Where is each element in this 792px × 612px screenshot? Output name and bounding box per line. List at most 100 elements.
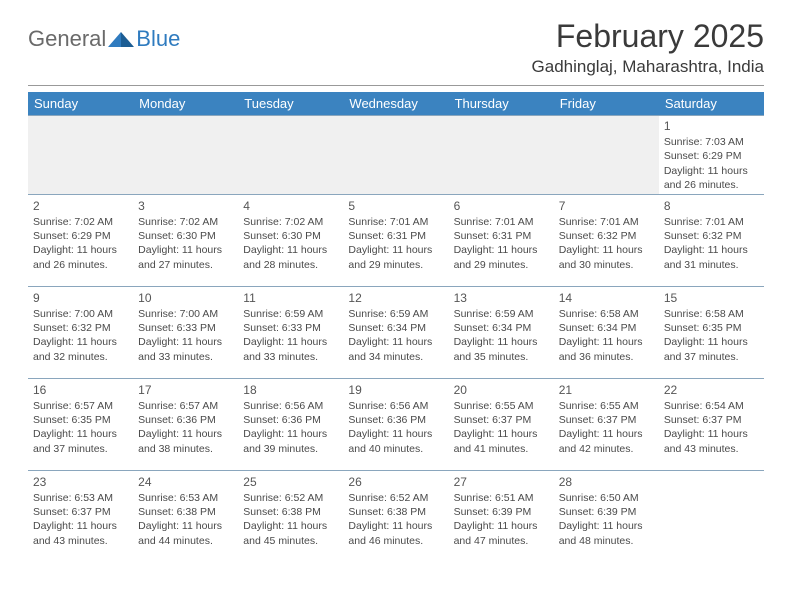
sunrise-line: Sunrise: 6:53 AM: [33, 491, 128, 505]
day-number: 12: [348, 290, 443, 306]
sunrise-line: Sunrise: 6:58 AM: [559, 307, 654, 321]
day-number: 27: [454, 474, 549, 490]
calendar-day: 22Sunrise: 6:54 AMSunset: 6:37 PMDayligh…: [659, 378, 764, 470]
daylight-line: Daylight: 11 hours and 43 minutes.: [33, 519, 128, 547]
daylight-line: Daylight: 11 hours and 33 minutes.: [243, 335, 338, 363]
daylight-line: Daylight: 11 hours and 32 minutes.: [33, 335, 128, 363]
calendar-week: 23Sunrise: 6:53 AMSunset: 6:37 PMDayligh…: [28, 470, 764, 562]
day-number: 11: [243, 290, 338, 306]
daylight-line: Daylight: 11 hours and 35 minutes.: [454, 335, 549, 363]
calendar-day: 28Sunrise: 6:50 AMSunset: 6:39 PMDayligh…: [554, 470, 659, 562]
calendar-head: SundayMondayTuesdayWednesdayThursdayFrid…: [28, 92, 764, 116]
calendar-day: 3Sunrise: 7:02 AMSunset: 6:30 PMDaylight…: [133, 194, 238, 286]
calendar-day: 25Sunrise: 6:52 AMSunset: 6:38 PMDayligh…: [238, 470, 343, 562]
calendar-table: SundayMondayTuesdayWednesdayThursdayFrid…: [28, 92, 764, 562]
daylight-line: Daylight: 11 hours and 28 minutes.: [243, 243, 338, 271]
calendar-week: 9Sunrise: 7:00 AMSunset: 6:32 PMDaylight…: [28, 286, 764, 378]
sunset-line: Sunset: 6:38 PM: [243, 505, 338, 519]
calendar-day: 13Sunrise: 6:59 AMSunset: 6:34 PMDayligh…: [449, 286, 554, 378]
calendar-day: 9Sunrise: 7:00 AMSunset: 6:32 PMDaylight…: [28, 286, 133, 378]
title-block: February 2025 Gadhinglaj, Maharashtra, I…: [532, 18, 764, 77]
calendar-day: 1Sunrise: 7:03 AMSunset: 6:29 PMDaylight…: [659, 116, 764, 195]
calendar-empty: [133, 116, 238, 195]
sunset-line: Sunset: 6:32 PM: [33, 321, 128, 335]
calendar-day: 14Sunrise: 6:58 AMSunset: 6:34 PMDayligh…: [554, 286, 659, 378]
day-header: Saturday: [659, 92, 764, 116]
day-number: 24: [138, 474, 233, 490]
calendar-day: 27Sunrise: 6:51 AMSunset: 6:39 PMDayligh…: [449, 470, 554, 562]
sunrise-line: Sunrise: 7:01 AM: [664, 215, 759, 229]
calendar-day: 12Sunrise: 6:59 AMSunset: 6:34 PMDayligh…: [343, 286, 448, 378]
sunrise-line: Sunrise: 7:02 AM: [33, 215, 128, 229]
location-subtitle: Gadhinglaj, Maharashtra, India: [532, 57, 764, 77]
calendar-week: 16Sunrise: 6:57 AMSunset: 6:35 PMDayligh…: [28, 378, 764, 470]
calendar-day: 2Sunrise: 7:02 AMSunset: 6:29 PMDaylight…: [28, 194, 133, 286]
calendar-day: 17Sunrise: 6:57 AMSunset: 6:36 PMDayligh…: [133, 378, 238, 470]
daylight-line: Daylight: 11 hours and 48 minutes.: [559, 519, 654, 547]
calendar-day: 11Sunrise: 6:59 AMSunset: 6:33 PMDayligh…: [238, 286, 343, 378]
day-number: 14: [559, 290, 654, 306]
calendar-empty: [343, 116, 448, 195]
calendar-body: 1Sunrise: 7:03 AMSunset: 6:29 PMDaylight…: [28, 116, 764, 563]
daylight-line: Daylight: 11 hours and 41 minutes.: [454, 427, 549, 455]
calendar-empty: [554, 116, 659, 195]
daylight-line: Daylight: 11 hours and 42 minutes.: [559, 427, 654, 455]
daylight-line: Daylight: 11 hours and 46 minutes.: [348, 519, 443, 547]
calendar-day: 16Sunrise: 6:57 AMSunset: 6:35 PMDayligh…: [28, 378, 133, 470]
daylight-line: Daylight: 11 hours and 38 minutes.: [138, 427, 233, 455]
sunrise-line: Sunrise: 6:59 AM: [454, 307, 549, 321]
sunset-line: Sunset: 6:35 PM: [664, 321, 759, 335]
sunrise-line: Sunrise: 6:57 AM: [138, 399, 233, 413]
sunrise-line: Sunrise: 6:54 AM: [664, 399, 759, 413]
daylight-line: Daylight: 11 hours and 47 minutes.: [454, 519, 549, 547]
sunset-line: Sunset: 6:37 PM: [454, 413, 549, 427]
sunrise-line: Sunrise: 6:55 AM: [559, 399, 654, 413]
sunrise-line: Sunrise: 6:57 AM: [33, 399, 128, 413]
daylight-line: Daylight: 11 hours and 34 minutes.: [348, 335, 443, 363]
daylight-line: Daylight: 11 hours and 44 minutes.: [138, 519, 233, 547]
sunset-line: Sunset: 6:33 PM: [138, 321, 233, 335]
sunset-line: Sunset: 6:38 PM: [348, 505, 443, 519]
calendar-day: 19Sunrise: 6:56 AMSunset: 6:36 PMDayligh…: [343, 378, 448, 470]
sunrise-line: Sunrise: 6:55 AM: [454, 399, 549, 413]
sunset-line: Sunset: 6:38 PM: [138, 505, 233, 519]
daylight-line: Daylight: 11 hours and 31 minutes.: [664, 243, 759, 271]
sunset-line: Sunset: 6:37 PM: [664, 413, 759, 427]
calendar-day: 5Sunrise: 7:01 AMSunset: 6:31 PMDaylight…: [343, 194, 448, 286]
sunrise-line: Sunrise: 6:58 AM: [664, 307, 759, 321]
page-title: February 2025: [532, 18, 764, 55]
sunset-line: Sunset: 6:35 PM: [33, 413, 128, 427]
day-header: Friday: [554, 92, 659, 116]
sunrise-line: Sunrise: 6:56 AM: [348, 399, 443, 413]
sunset-line: Sunset: 6:31 PM: [348, 229, 443, 243]
daylight-line: Daylight: 11 hours and 39 minutes.: [243, 427, 338, 455]
sunset-line: Sunset: 6:32 PM: [559, 229, 654, 243]
day-number: 3: [138, 198, 233, 214]
daylight-line: Daylight: 11 hours and 30 minutes.: [559, 243, 654, 271]
sunset-line: Sunset: 6:29 PM: [33, 229, 128, 243]
daylight-line: Daylight: 11 hours and 33 minutes.: [138, 335, 233, 363]
calendar-day: 20Sunrise: 6:55 AMSunset: 6:37 PMDayligh…: [449, 378, 554, 470]
daylight-line: Daylight: 11 hours and 26 minutes.: [664, 164, 759, 192]
calendar-day: 15Sunrise: 6:58 AMSunset: 6:35 PMDayligh…: [659, 286, 764, 378]
sunset-line: Sunset: 6:29 PM: [664, 149, 759, 163]
logo-text-general: General: [28, 26, 106, 52]
sunset-line: Sunset: 6:34 PM: [348, 321, 443, 335]
sunset-line: Sunset: 6:37 PM: [559, 413, 654, 427]
sunset-line: Sunset: 6:30 PM: [243, 229, 338, 243]
day-number: 4: [243, 198, 338, 214]
calendar-day: 7Sunrise: 7:01 AMSunset: 6:32 PMDaylight…: [554, 194, 659, 286]
calendar-day: 24Sunrise: 6:53 AMSunset: 6:38 PMDayligh…: [133, 470, 238, 562]
day-number: 22: [664, 382, 759, 398]
sunrise-line: Sunrise: 7:01 AM: [348, 215, 443, 229]
daylight-line: Daylight: 11 hours and 45 minutes.: [243, 519, 338, 547]
sunset-line: Sunset: 6:30 PM: [138, 229, 233, 243]
daylight-line: Daylight: 11 hours and 27 minutes.: [138, 243, 233, 271]
calendar-empty: [449, 116, 554, 195]
sunset-line: Sunset: 6:36 PM: [138, 413, 233, 427]
sunset-line: Sunset: 6:34 PM: [559, 321, 654, 335]
sunrise-line: Sunrise: 6:52 AM: [243, 491, 338, 505]
day-number: 28: [559, 474, 654, 490]
daylight-line: Daylight: 11 hours and 29 minutes.: [454, 243, 549, 271]
day-number: 2: [33, 198, 128, 214]
